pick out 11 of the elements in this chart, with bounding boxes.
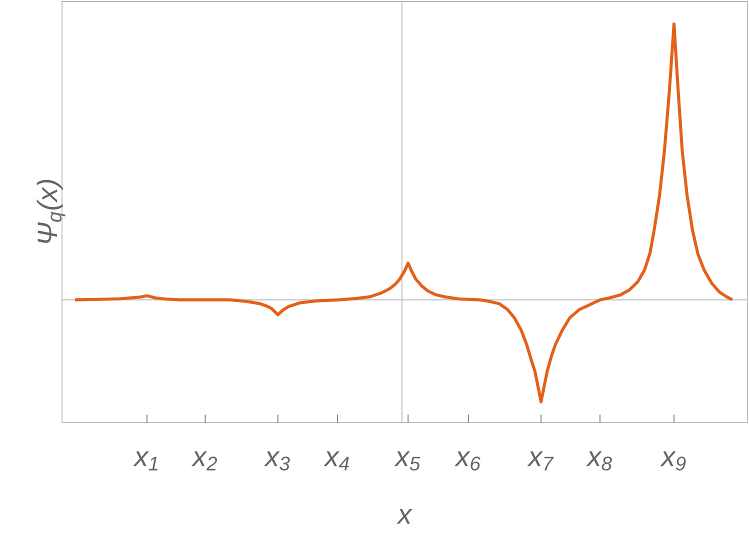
y-axis-title: Ψ$_{q}$(x) [36, 180, 66, 243]
x-tick-label: x$_{9}$ [660, 451, 686, 471]
x-tick-label: x$_{7}$ [527, 451, 554, 470]
x-tick-label: x$_{5}$ [394, 451, 420, 471]
x-tick-label: x$_{8}$ [586, 451, 612, 471]
x-tick-label: x$_{3}$ [264, 451, 290, 471]
x-tick-label: x$_{2}$ [191, 451, 218, 470]
x-tick-label: x$_{6}$ [454, 451, 481, 471]
x-tick-label: x$_{4}$ [324, 451, 349, 470]
x-axis-title: x [396, 509, 412, 524]
x-tick-label: x$_{1}$ [133, 451, 158, 470]
